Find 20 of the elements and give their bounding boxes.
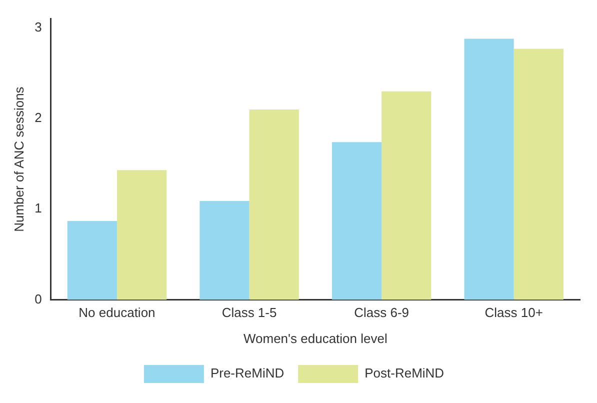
legend-label: Post-ReMiND (364, 366, 444, 381)
bar (116, 170, 167, 300)
bar (249, 109, 299, 300)
y-axis-title: Number of ANC sessions (11, 86, 26, 232)
x-tick-label: Class 10+ (484, 305, 543, 320)
x-axis-title: Women's education level (243, 330, 388, 346)
bar (200, 200, 250, 300)
bar (382, 91, 432, 300)
y-tick-label: 0 (34, 291, 42, 306)
y-tick-label: 1 (34, 200, 42, 216)
y-tick-label: 3 (34, 19, 42, 34)
x-tick-label: Class 6-9 (354, 305, 410, 320)
bar (67, 220, 117, 300)
bar (332, 142, 382, 300)
bar (464, 38, 514, 300)
x-tick-label: Class 1-5 (222, 305, 277, 320)
x-tick-label: No education (78, 305, 156, 320)
bar (514, 48, 564, 300)
y-tick-label: 2 (34, 110, 42, 126)
legend-label: Pre-ReMiND (210, 366, 284, 381)
